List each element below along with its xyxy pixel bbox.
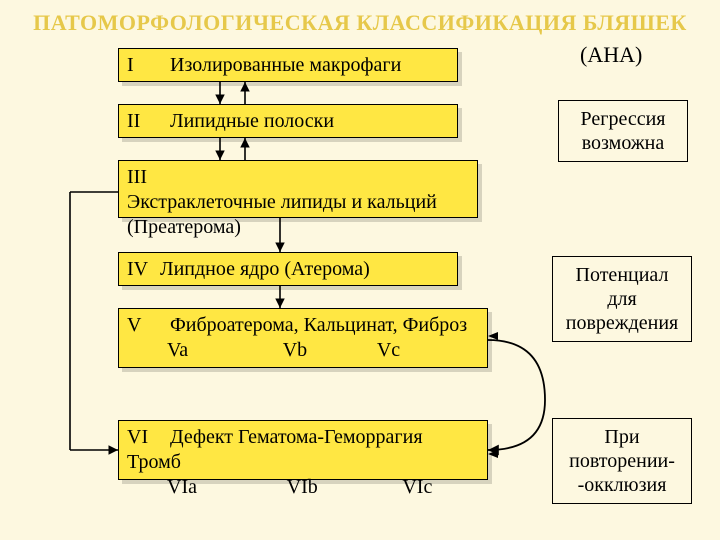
stage-1-label: Изолированные макрофаги bbox=[170, 54, 401, 76]
note-occlusion-l2: повторении- bbox=[569, 450, 675, 472]
stage-3-label: Экстраклеточные липиды и кальций (Преате… bbox=[127, 190, 437, 240]
stage-6-box: VI Дефект Гематома-Геморрагия Тромб VIa … bbox=[118, 420, 488, 480]
stage-5-box: V Фиброатерома, Кальцинат, Фиброз Va Vb … bbox=[118, 308, 488, 368]
note-potential-l2: для bbox=[607, 288, 636, 310]
note-regression-l1: Регрессия bbox=[581, 108, 666, 130]
stage-3-roman: III bbox=[127, 165, 155, 190]
stage-1-box: I Изолированные макрофаги bbox=[118, 48, 458, 82]
stage-5-sub: Va Vb Vc bbox=[127, 339, 400, 361]
stage-5-roman: V bbox=[127, 313, 155, 338]
stage-1-roman: I bbox=[127, 53, 155, 78]
stage-2-roman: II bbox=[127, 109, 155, 134]
stage-4-label: Липдное ядро (Атерома) bbox=[160, 258, 370, 280]
page-title: ПАТОМОРФОЛОГИЧЕСКАЯ КЛАССИФИКАЦИЯ БЛЯШЕК bbox=[0, 10, 720, 36]
stage-5-label: Фиброатерома, Кальцинат, Фиброз bbox=[170, 314, 467, 336]
note-potential-l3: повреждения bbox=[566, 312, 679, 334]
stage-3-box: III Экстраклеточные липиды и кальций (Пр… bbox=[118, 160, 478, 218]
stage-2-box: II Липидные полоски bbox=[118, 104, 458, 138]
note-occlusion-l3: -окклюзия bbox=[578, 474, 667, 496]
note-potential-l1: Потенциал bbox=[576, 264, 669, 286]
stage-6-roman: VI bbox=[127, 425, 155, 450]
stage-2-label: Липидные полоски bbox=[170, 110, 334, 132]
note-regression-l2: возможна bbox=[582, 132, 664, 154]
note-occlusion-l1: При bbox=[604, 426, 639, 448]
note-potential: Потенциал для повреждения bbox=[552, 256, 692, 342]
note-regression: Регрессия возможна bbox=[558, 100, 688, 162]
stage-6-sub: VIa VIb VIc bbox=[127, 476, 432, 498]
aha-label: (AHA) bbox=[580, 42, 642, 68]
note-occlusion: При повторении- -окклюзия bbox=[552, 418, 692, 504]
stage-4-roman: IV bbox=[127, 257, 155, 282]
stage-4-box: IV Липдное ядро (Атерома) bbox=[118, 252, 458, 286]
stage-6-label: Дефект Гематома-Геморрагия Тромб bbox=[127, 426, 423, 473]
